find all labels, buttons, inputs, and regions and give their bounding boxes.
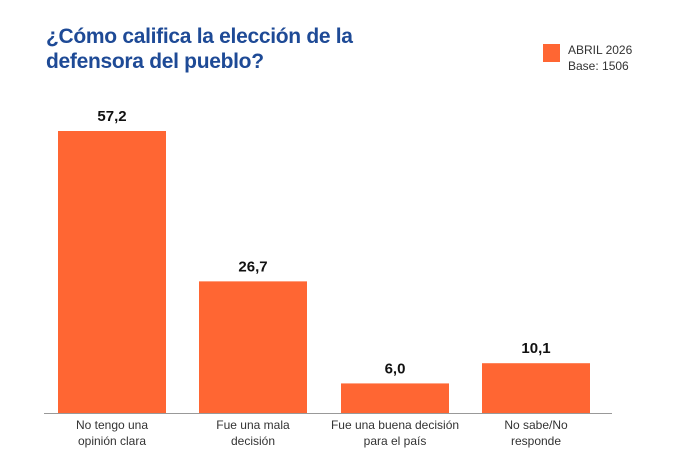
category-label: decisión (231, 434, 275, 448)
value-label: 26,7 (238, 258, 267, 275)
bar (482, 363, 590, 413)
category-label: Fue una mala (216, 418, 290, 432)
legend-series-name: ABRIL 2026 (568, 43, 633, 57)
bar (58, 131, 166, 413)
category-label: Fue una buena decisión (331, 418, 459, 432)
category-label: para el país (364, 434, 427, 448)
legend-swatch (543, 44, 560, 62)
value-label: 6,0 (385, 360, 406, 377)
category-label: responde (511, 434, 561, 448)
legend: ABRIL 2026 Base: 1506 (543, 42, 632, 74)
chart-title: ¿Cómo califica la elección de la defenso… (46, 25, 353, 73)
legend-base-note: Base: 1506 (568, 59, 629, 73)
bar (199, 281, 307, 413)
category-label: No tengo una (76, 418, 148, 432)
value-label: 10,1 (521, 340, 550, 357)
category-label: No sabe/No (504, 418, 568, 432)
category-label: opinión clara (78, 434, 146, 448)
value-label: 57,2 (97, 108, 126, 125)
bar (341, 383, 449, 413)
